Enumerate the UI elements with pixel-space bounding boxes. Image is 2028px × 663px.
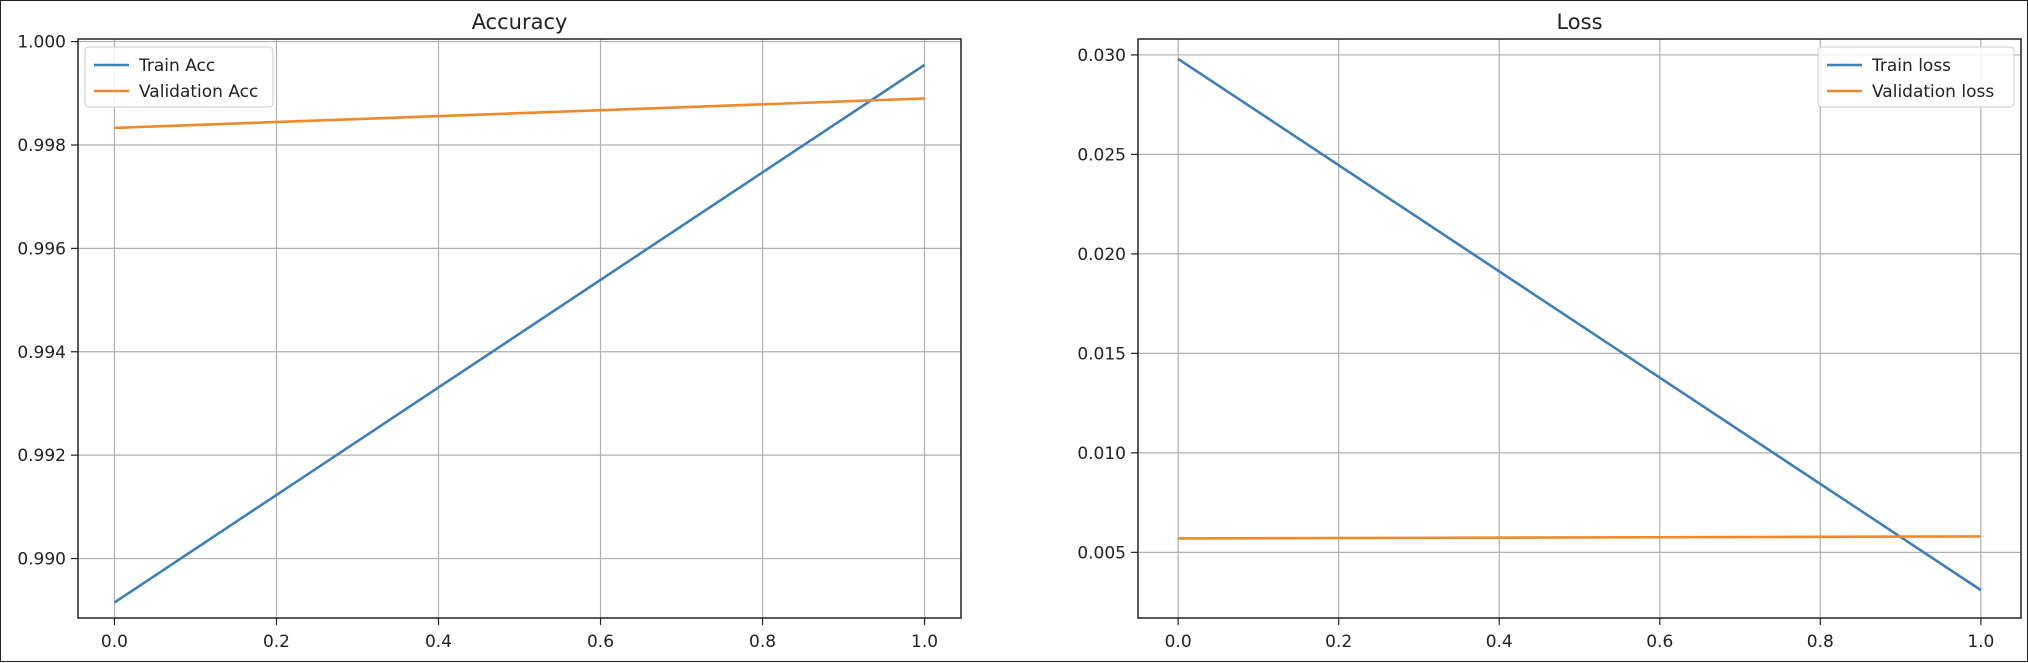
legend-label: Train loss (1871, 56, 1951, 76)
x-tick-label: 1.0 (1967, 632, 1994, 652)
chart-1: 0.0 0.2 0.4 0.6 0.8 1.0 0.005 0.010 0.015 0.020 0.… (1077, 10, 2022, 652)
y-tick-label: 0.015 (1077, 344, 1126, 364)
gridlines (78, 39, 961, 618)
y-tick-label: 0.005 (1077, 543, 1126, 563)
legend-label: Validation Acc (139, 82, 258, 102)
x-tick-label: 0.0 (1165, 632, 1192, 652)
y-tick-label: 1.000 (17, 33, 66, 53)
y-tick-label: 0.030 (1077, 46, 1126, 66)
series-line-train-acc (113, 63, 926, 604)
x-tick-label: 0.2 (263, 632, 290, 652)
legend-label: Validation loss (1872, 82, 1994, 102)
y-tick-label: 0.992 (17, 446, 66, 466)
y-tick-label: 0.994 (17, 343, 66, 363)
axes-frame (77, 38, 962, 619)
y-tick-label: 0.020 (1077, 245, 1126, 265)
legend: Train loss Validation loss (1817, 46, 2015, 108)
x-tick-label: 0.2 (1325, 632, 1352, 652)
legend: Train Acc Validation Acc (84, 46, 274, 108)
y-tick-label: 0.990 (17, 550, 66, 570)
legend-box (84, 46, 274, 108)
x-tick-label: 0.8 (749, 632, 776, 652)
y-tick-label: 0.996 (17, 239, 66, 259)
x-tick-label: 0.8 (1807, 632, 1834, 652)
series-line-train-loss (1177, 57, 1982, 592)
gridlines (1138, 39, 2021, 618)
chart-title: Accuracy (472, 10, 568, 34)
x-tick-label: 0.4 (425, 632, 452, 652)
y-tick-label: 0.998 (17, 136, 66, 156)
y-tick-label: 0.025 (1077, 145, 1126, 165)
x-tick-label: 0.0 (101, 632, 128, 652)
x-tick-label: 1.0 (911, 632, 938, 652)
series-line-validation-loss (1178, 535, 1981, 540)
chart-title: Loss (1556, 10, 1602, 34)
x-tick-label: 0.6 (587, 632, 614, 652)
legend-label: Train Acc (138, 56, 215, 76)
chart-0: 0.0 0.2 0.4 0.6 0.8 1.0 0.990 0.992 0.994 0.996 0.… (17, 10, 962, 652)
legend-box (1817, 46, 2015, 108)
x-tick-label: 0.4 (1486, 632, 1513, 652)
series-line-validation-acc (114, 97, 925, 130)
x-tick-label: 0.6 (1646, 632, 1673, 652)
y-tick-label: 0.010 (1077, 444, 1126, 464)
axes-frame (1137, 38, 2022, 619)
